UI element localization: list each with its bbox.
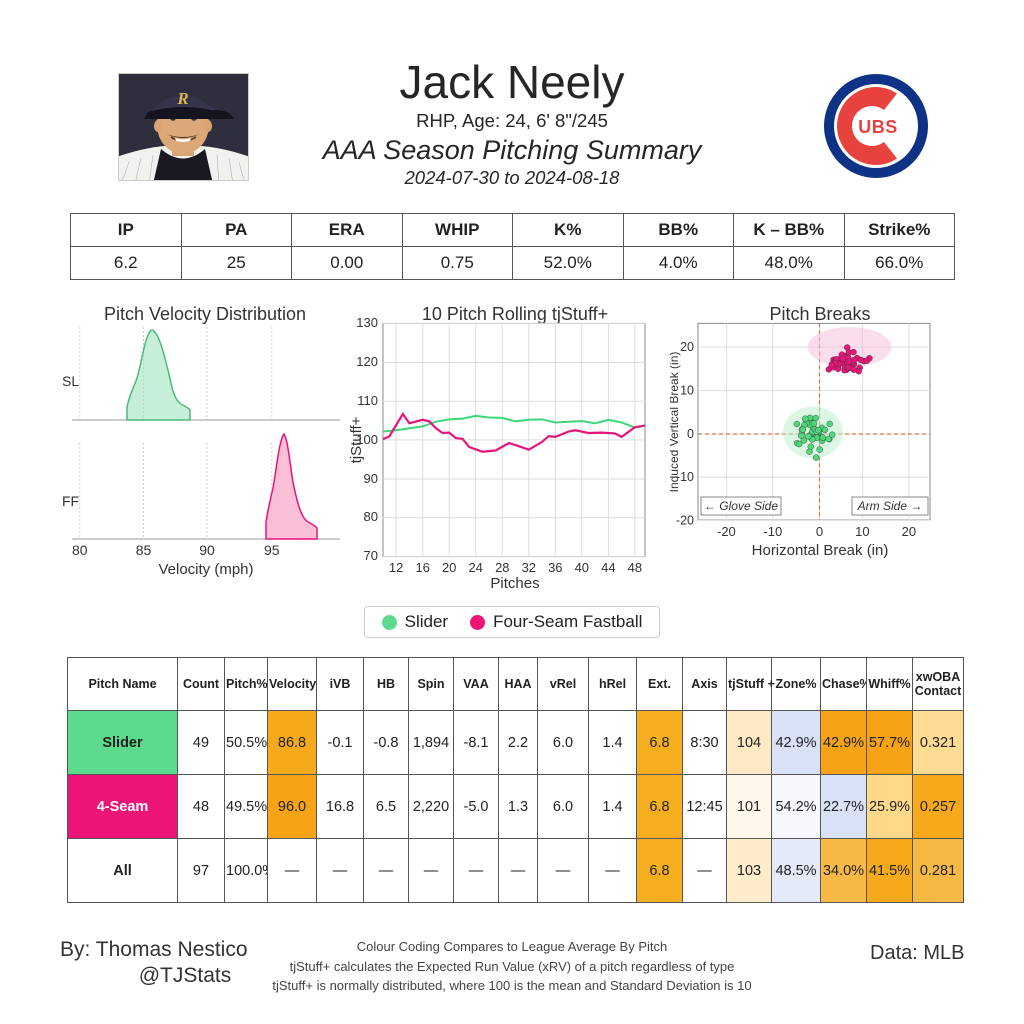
svg-text:85: 85 xyxy=(136,542,152,558)
svg-text:80: 80 xyxy=(364,509,378,524)
svg-text:36: 36 xyxy=(548,560,562,575)
svg-text:90: 90 xyxy=(364,471,378,486)
svg-text:-10: -10 xyxy=(763,524,782,539)
svg-text:110: 110 xyxy=(357,393,378,408)
svg-text:48: 48 xyxy=(628,560,642,575)
svg-text:SL: SL xyxy=(62,373,79,389)
svg-text:10: 10 xyxy=(680,384,694,398)
svg-text:20: 20 xyxy=(902,524,916,539)
svg-text:Pitch Velocity Distribution: Pitch Velocity Distribution xyxy=(104,304,306,324)
svg-text:44: 44 xyxy=(601,560,615,575)
svg-text:FF: FF xyxy=(62,493,79,509)
svg-text:120: 120 xyxy=(356,354,378,369)
svg-text:0: 0 xyxy=(816,524,823,539)
svg-text:12: 12 xyxy=(389,560,403,575)
svg-text:0: 0 xyxy=(687,427,694,441)
svg-text:-20: -20 xyxy=(717,524,736,539)
svg-text:20: 20 xyxy=(680,340,694,354)
svg-text:Pitches: Pitches xyxy=(490,575,539,590)
svg-text:90: 90 xyxy=(199,542,215,558)
svg-text:20: 20 xyxy=(442,560,456,575)
svg-text:32: 32 xyxy=(522,560,536,575)
svg-text:16: 16 xyxy=(415,560,429,575)
svg-text:Horizontal Break (in): Horizontal Break (in) xyxy=(752,542,889,559)
svg-text:tjStuff+: tjStuff+ xyxy=(350,416,365,463)
svg-text:UBS: UBS xyxy=(858,117,898,137)
svg-text:-20: -20 xyxy=(676,513,694,527)
svg-text:← Glove Side: ← Glove Side xyxy=(704,499,778,513)
svg-text:24: 24 xyxy=(468,560,482,575)
svg-text:28: 28 xyxy=(495,560,509,575)
svg-text:Pitch Breaks: Pitch Breaks xyxy=(769,304,870,324)
svg-text:Induced Vertical Break (in): Induced Vertical Break (in) xyxy=(670,352,681,493)
svg-text:10: 10 xyxy=(855,524,869,539)
svg-text:Velocity (mph): Velocity (mph) xyxy=(158,561,253,578)
svg-text:80: 80 xyxy=(72,542,88,558)
svg-text:70: 70 xyxy=(364,548,378,563)
svg-text:Arm Side →: Arm Side → xyxy=(857,499,923,513)
svg-text:130: 130 xyxy=(356,315,378,330)
svg-text:40: 40 xyxy=(575,560,589,575)
svg-text:95: 95 xyxy=(264,542,280,558)
svg-text:10 Pitch Rolling tjStuff+: 10 Pitch Rolling tjStuff+ xyxy=(422,304,608,324)
